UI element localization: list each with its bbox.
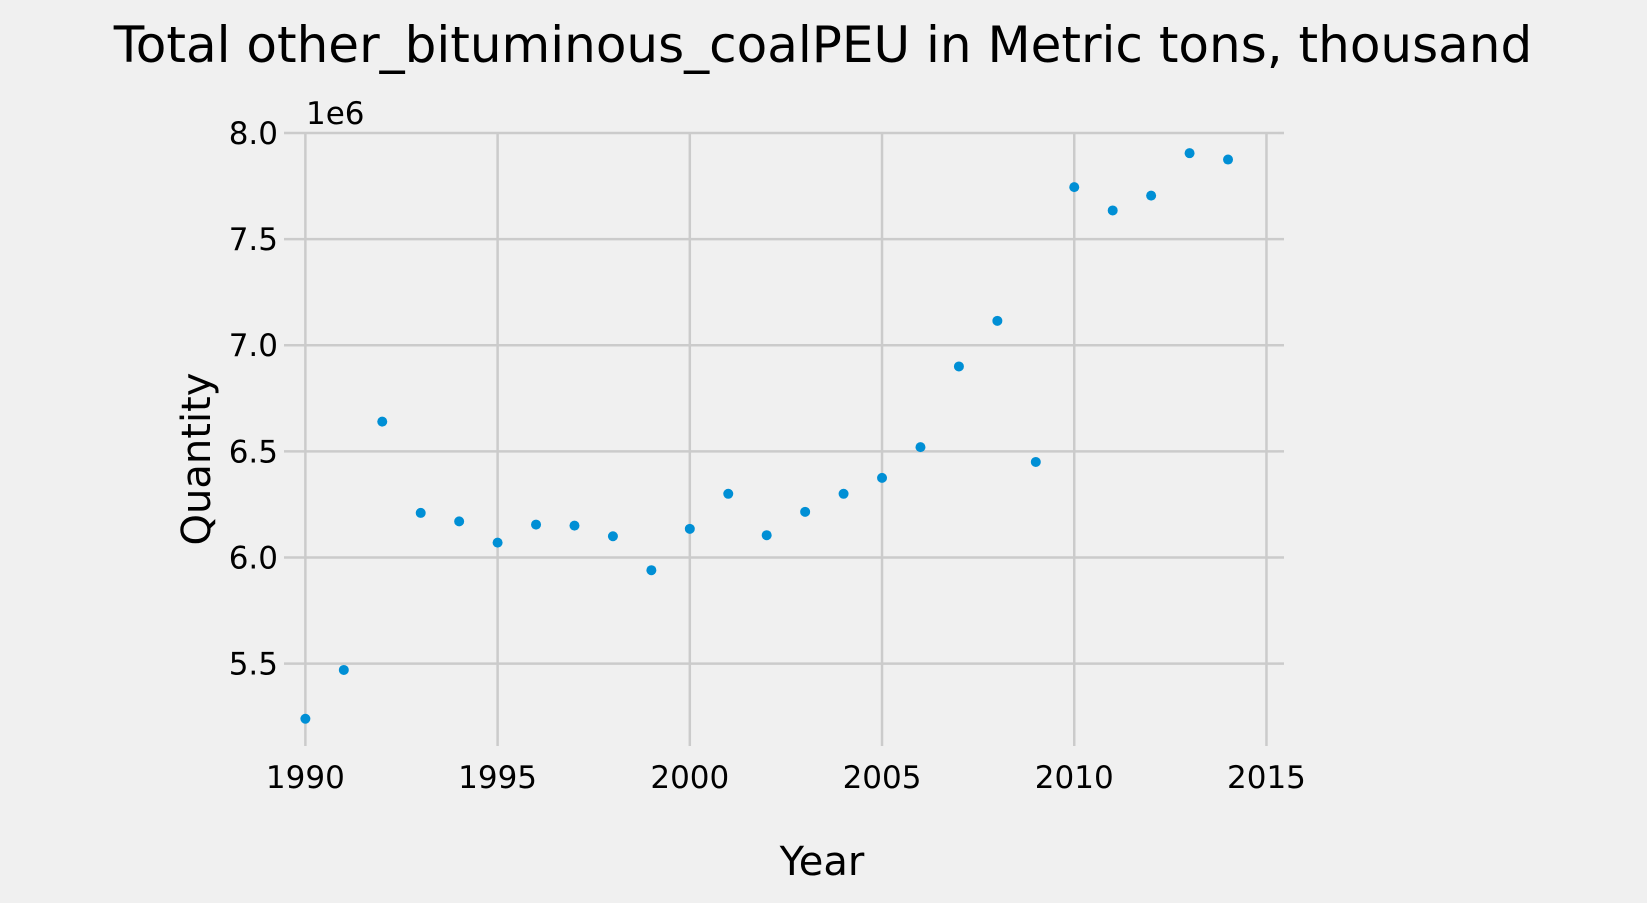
ticks: 1990 1995 2000 2005 2010 2015 5.5 6.0 6.5 7.0 7.5 8… — [229, 116, 1306, 796]
data-point — [1069, 182, 1080, 193]
x-tick-label: 1995 — [458, 760, 537, 796]
data-point — [338, 664, 349, 675]
chart-title: Total other_bituminous_coalPEU in Metric… — [113, 16, 1532, 74]
data-point — [761, 530, 772, 541]
data-point — [723, 488, 734, 499]
y-offset-label: 1e6 — [306, 96, 365, 132]
grid — [290, 131, 1278, 740]
data-point — [1146, 190, 1157, 201]
data-point — [684, 523, 695, 534]
y-tick-label: 8.0 — [229, 116, 278, 152]
data-points — [300, 148, 1234, 724]
data-point — [492, 537, 503, 548]
x-axis-label: Year — [779, 839, 865, 885]
data-point — [838, 488, 849, 499]
data-point — [915, 442, 926, 453]
data-point — [646, 565, 657, 576]
data-point — [1107, 205, 1118, 216]
data-point — [877, 472, 888, 483]
y-tick-label: 7.5 — [229, 222, 278, 258]
data-point — [1223, 154, 1234, 165]
data-point — [800, 506, 811, 517]
data-point — [1030, 456, 1041, 467]
data-point — [992, 315, 1003, 326]
x-tick-label: 2005 — [843, 760, 922, 796]
x-tick-label: 2000 — [650, 760, 729, 796]
y-tick-label: 6.0 — [229, 540, 278, 576]
data-point — [569, 520, 580, 531]
x-tick-label: 2015 — [1227, 760, 1306, 796]
data-point — [454, 516, 465, 527]
data-point — [377, 416, 388, 427]
data-point — [953, 361, 964, 372]
x-tick-label: 1990 — [266, 760, 345, 796]
data-point — [415, 507, 426, 518]
data-point — [1184, 148, 1195, 159]
y-tick-label: 7.0 — [229, 328, 278, 364]
data-point — [531, 519, 542, 530]
y-tick-label: 6.5 — [229, 434, 278, 470]
x-tick-label: 2010 — [1035, 760, 1114, 796]
y-axis-label: Quantity — [174, 373, 220, 546]
data-point — [300, 713, 311, 724]
y-tick-label: 5.5 — [229, 647, 278, 683]
data-point — [607, 531, 618, 542]
